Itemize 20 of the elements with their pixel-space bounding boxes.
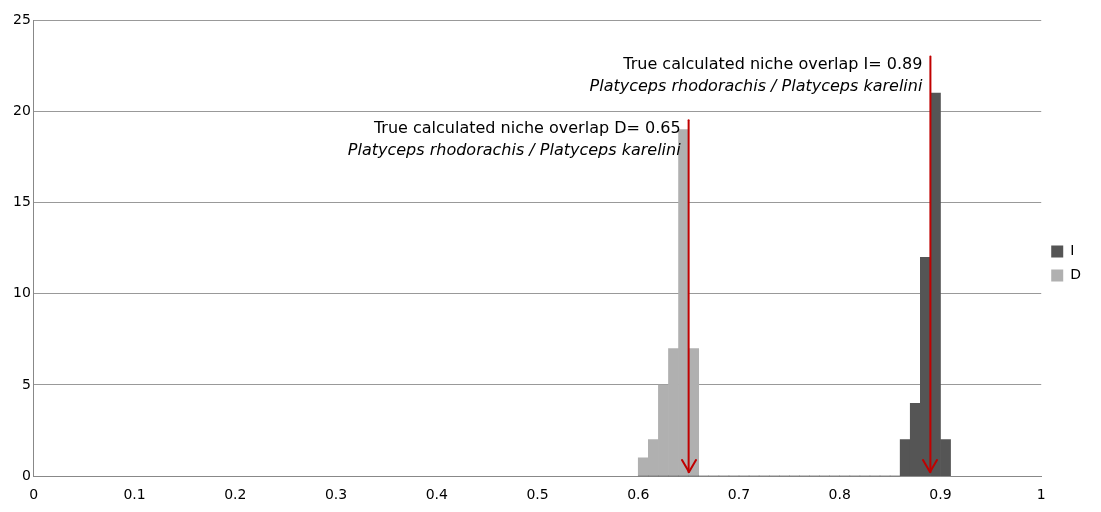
x-tick-label: 1 [1036,486,1046,503]
y-tick-label: 10 [12,284,31,301]
x-tick-label: 0.8 [828,486,851,503]
y-tick-label: 0 [21,466,31,483]
y-tick-label: 15 [12,193,31,210]
x-tick-label: 0.1 [123,486,146,503]
x-tick-label: 0.5 [526,486,549,503]
x-tick-label: 0.2 [224,486,247,503]
x-tick-label: 0.4 [425,486,448,503]
legend-label: I [1070,242,1075,259]
y-tick-label: 25 [12,10,31,27]
legend-label: D [1070,266,1081,283]
ref-line-label: True calculated niche overlap D= 0.65 Platyceps rhodorachis / Platyceps karelini [347,117,682,159]
x-tick-label: 0.7 [727,486,751,503]
y-tick-label: 5 [21,375,31,392]
x-tick-label: 0.6 [627,486,650,503]
x-tick-label: 0.9 [929,486,952,503]
ref-line-label: True calculated niche overlap I= 0.89 Platyceps rhodorachis / Platyceps karelini [589,53,923,95]
y-tick-label: 20 [12,101,31,118]
x-tick-label: 0.3 [324,486,348,503]
